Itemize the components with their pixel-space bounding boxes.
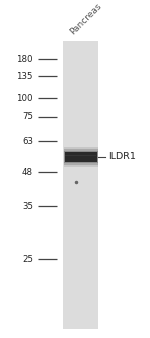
Text: 100: 100 bbox=[16, 94, 33, 103]
Bar bbox=[64, 152, 97, 162]
Bar bbox=[65, 154, 96, 156]
Text: Pancreas: Pancreas bbox=[68, 1, 103, 36]
Text: 180: 180 bbox=[16, 55, 33, 64]
Bar bbox=[64, 151, 98, 163]
Bar bbox=[64, 147, 98, 167]
Bar bbox=[63, 41, 98, 329]
Bar bbox=[64, 149, 98, 165]
Text: ILDR1: ILDR1 bbox=[108, 152, 136, 162]
Text: 25: 25 bbox=[22, 255, 33, 264]
Text: 135: 135 bbox=[16, 72, 33, 81]
Text: 63: 63 bbox=[22, 137, 33, 146]
Text: 35: 35 bbox=[22, 202, 33, 211]
Text: 48: 48 bbox=[22, 168, 33, 177]
Text: 75: 75 bbox=[22, 112, 33, 121]
